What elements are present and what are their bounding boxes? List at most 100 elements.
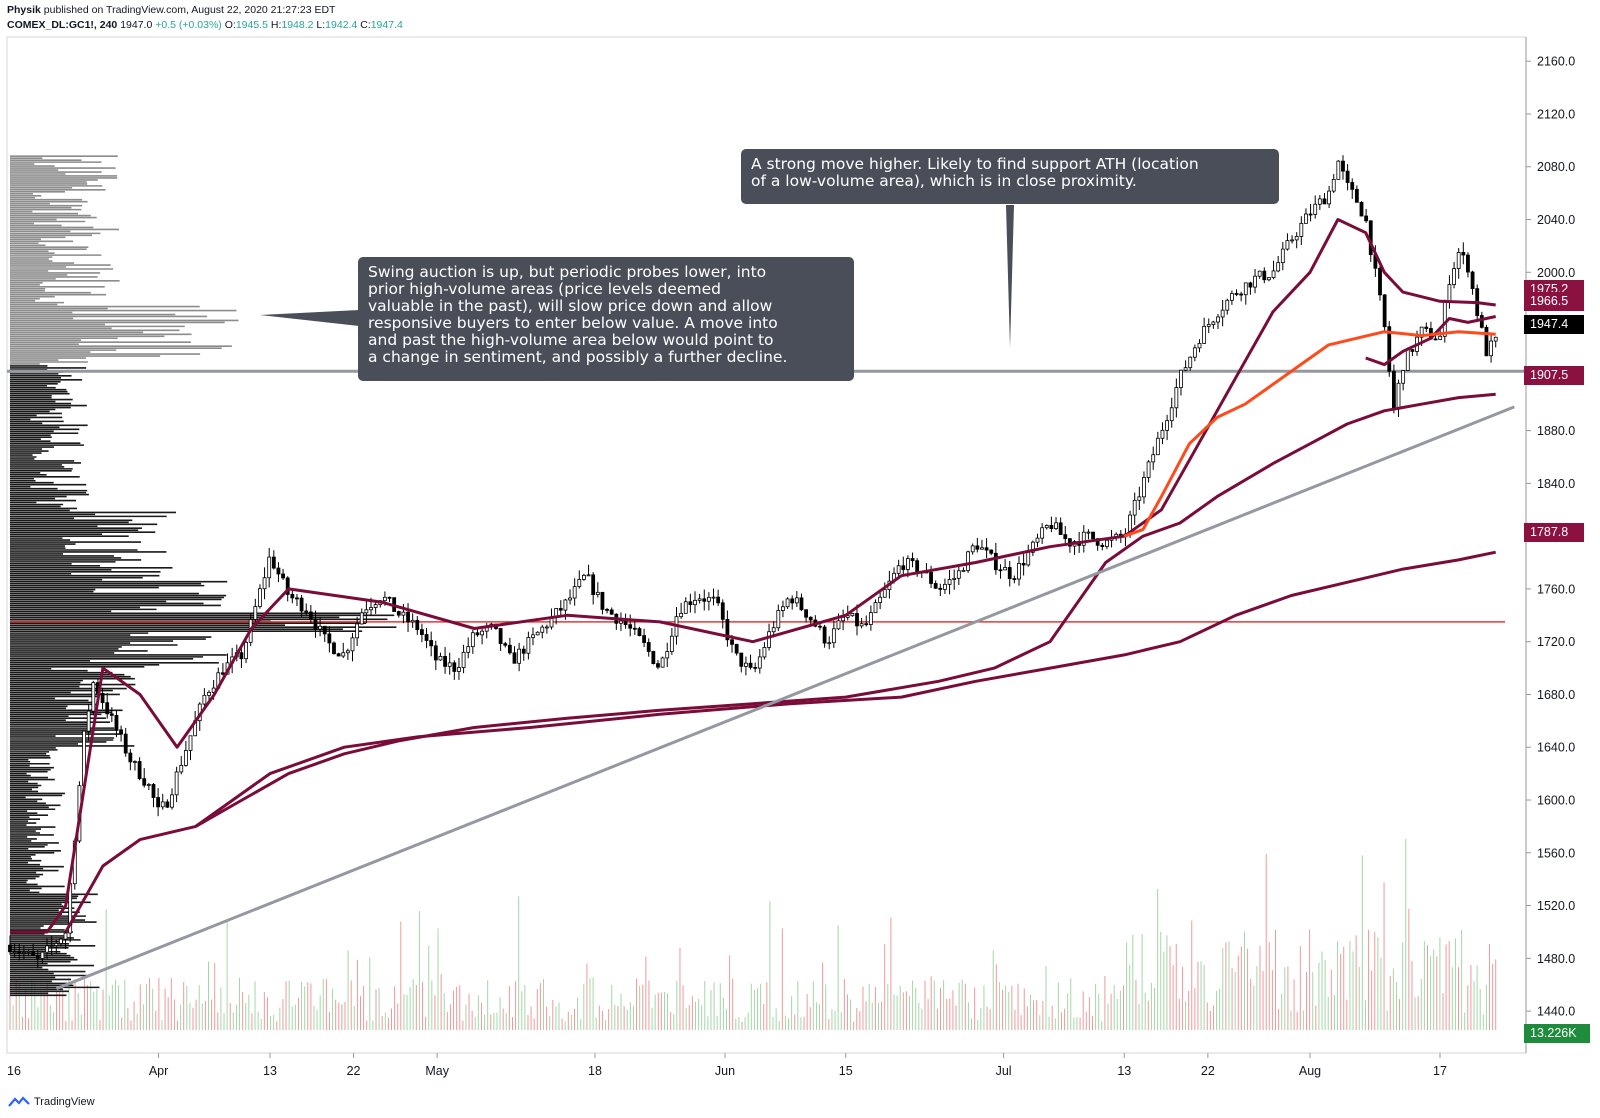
candle-body (1030, 541, 1035, 553)
annotation-strong-move[interactable]: A strong move higher. Likely to find sup… (741, 149, 1279, 204)
candle-body (160, 801, 165, 808)
candle-body (429, 640, 434, 647)
candle-body (1054, 522, 1058, 530)
publish-text: published on TradingView.com, August 22,… (43, 4, 336, 16)
candle-body (253, 606, 258, 620)
candle-body (878, 596, 883, 604)
horizontal-levels (7, 369, 1526, 623)
candle-body (628, 624, 633, 629)
candle-body (901, 565, 906, 570)
candle-body (1419, 326, 1424, 338)
candle-body (1354, 188, 1359, 203)
candle-body (244, 641, 248, 660)
candle-body (466, 646, 471, 653)
volume-histogram (9, 838, 1497, 1030)
candle-body (433, 645, 438, 661)
ma-orange-line (1123, 330, 1496, 538)
candle-body (35, 955, 40, 959)
candle-body (540, 626, 545, 633)
price-tick-label: 1880.0 (1537, 424, 1575, 438)
candle-body (1146, 461, 1151, 478)
candle-body (45, 945, 49, 953)
time-tick-label: Apr (149, 1064, 168, 1078)
candle-body (1410, 349, 1415, 352)
candle-body (137, 761, 142, 780)
annotation-swing-auction[interactable]: Swing auction is up, but periodic probes… (358, 257, 854, 381)
candle-body (1331, 178, 1336, 192)
candle-body (1484, 326, 1489, 357)
candle-body (290, 593, 295, 599)
candle-body (1012, 578, 1017, 580)
time-tick-label: May (425, 1064, 449, 1078)
candle-body (1276, 262, 1281, 272)
price-tick-label: 2000.0 (1537, 266, 1575, 280)
candle-body (1391, 370, 1396, 409)
candle-body (850, 613, 855, 617)
candle-body (933, 583, 938, 589)
candle-body (915, 560, 920, 573)
time-tick-label: Jul (996, 1064, 1012, 1078)
price-tick-label: 2080.0 (1537, 160, 1575, 174)
candle-body (345, 650, 350, 654)
candle-body (350, 637, 355, 652)
candle-body (1142, 477, 1146, 498)
candle-body (572, 586, 577, 599)
candle-body (591, 574, 596, 595)
price-tick-label: 1520.0 (1537, 899, 1575, 913)
candle-body (577, 579, 582, 588)
tradingview-logo[interactable]: TradingView (8, 1096, 95, 1108)
candle-body (119, 729, 123, 735)
price-tick-label: 2160.0 (1537, 55, 1575, 69)
candle-body (318, 625, 323, 630)
candle-body (202, 694, 207, 705)
candle-body (341, 652, 346, 657)
candle-body (313, 618, 318, 630)
candle-body (271, 556, 276, 569)
open-value: 1945.5 (235, 19, 268, 31)
candle-body (1447, 284, 1452, 303)
candle-body (956, 570, 961, 579)
candle-body (359, 612, 364, 625)
candle-body (660, 657, 665, 668)
candle-body (174, 771, 179, 796)
candle-body (762, 647, 767, 658)
time-tick-label: 22 (1201, 1064, 1215, 1078)
candle-body (1035, 537, 1040, 543)
candle-body (864, 623, 869, 626)
candle-body (304, 610, 309, 613)
tradingview-icon (8, 1096, 30, 1107)
candle-body (1137, 496, 1142, 501)
candle-body (1405, 349, 1410, 371)
candle-body (207, 692, 211, 696)
candle-body (1424, 326, 1429, 329)
author-name: Physik (7, 4, 41, 16)
candle-body (693, 599, 697, 606)
candle-body (475, 632, 480, 636)
time-tick-label: Aug (1299, 1064, 1321, 1078)
candle-body (1026, 551, 1031, 566)
candle-body (507, 644, 512, 654)
trendline (55, 405, 1515, 991)
candle-body (1341, 160, 1345, 172)
candle-body (114, 714, 119, 731)
candle-body (1007, 567, 1012, 579)
candle-body (156, 797, 161, 808)
candle-body (1017, 563, 1021, 580)
candle-body (1216, 316, 1220, 323)
candle-body (910, 558, 915, 562)
time-tick-label: 22 (347, 1064, 361, 1078)
price-tick-label: 1720.0 (1537, 635, 1575, 649)
candle-body (669, 635, 674, 652)
candle-body (1197, 342, 1202, 349)
symbol-name: COMEX_DL:GC1!, 240 (7, 19, 118, 31)
candle-body (332, 642, 336, 655)
candle-body (327, 633, 332, 644)
annotation-pointer-1 (1006, 205, 1014, 348)
candle-body (1160, 429, 1165, 439)
price-tick-label: 1480.0 (1537, 952, 1575, 966)
candle-body (1058, 522, 1063, 535)
candle-body (697, 598, 702, 601)
candle-body (632, 627, 637, 630)
candle-body (651, 651, 656, 665)
